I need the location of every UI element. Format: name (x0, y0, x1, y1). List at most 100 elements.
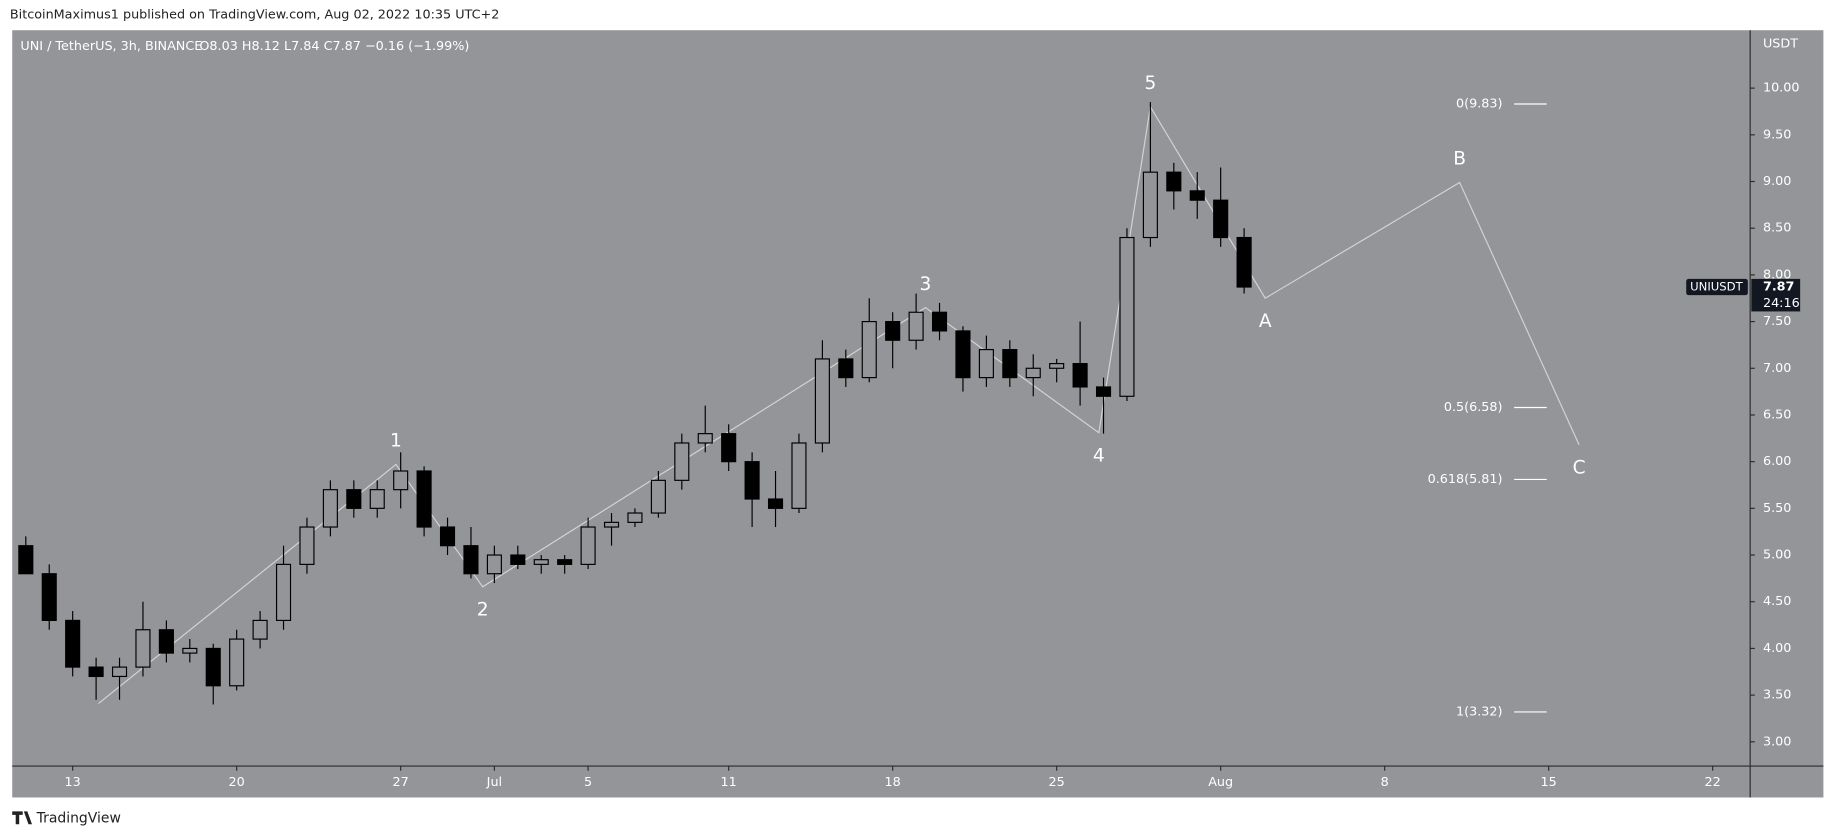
fib-label: 0(9.83) (1456, 96, 1503, 111)
candle-body (135, 629, 151, 668)
candle-body (955, 330, 971, 379)
candle-body (510, 554, 526, 565)
x-tick-label: 27 (393, 775, 409, 790)
candle-body (1213, 199, 1229, 239)
candle-body (627, 512, 643, 523)
candle-body (205, 647, 221, 687)
candle-body (229, 638, 245, 687)
candle-body (978, 349, 994, 379)
candle-body (252, 619, 268, 640)
x-tick-label: 5 (584, 775, 592, 790)
y-tick-label: 5.50 (1763, 501, 1791, 516)
brand: TradingView (36, 810, 121, 826)
wave-label: 2 (477, 600, 489, 621)
candle-body (393, 470, 409, 491)
candle-body (908, 311, 924, 341)
x-tick-label: 22 (1705, 775, 1721, 790)
fib-label: 0.618(5.81) (1428, 472, 1503, 487)
candle-body (275, 563, 292, 621)
x-tick-label: 13 (65, 775, 81, 790)
y-tick-label: 8.00 (1763, 267, 1791, 282)
candle-body (1142, 171, 1158, 239)
symbol-line: UNI / TetherUS, 3h, BINANCE (20, 39, 202, 54)
x-tick-label: 8 (1381, 775, 1389, 790)
published-note: BitcoinMaximus1 published on TradingView… (10, 8, 499, 23)
candle-body (557, 559, 573, 565)
candle-body (182, 647, 198, 654)
price-tag-countdown: 24:16 (1763, 296, 1800, 311)
y-tick-label: 3.00 (1763, 734, 1791, 749)
y-axis-label: USDT (1763, 37, 1798, 52)
candle-body (1025, 367, 1041, 379)
wave-label: 4 (1093, 445, 1105, 466)
candle-body (580, 526, 596, 565)
candle-body (674, 442, 690, 481)
price-tag-value: 7.87 (1763, 280, 1795, 295)
candle-body (744, 461, 760, 500)
candle-body (369, 489, 385, 509)
candle-body (1119, 236, 1135, 397)
fib-label: 0.5(6.58) (1444, 400, 1503, 415)
symbol-tag-label: UNIUSDT (1690, 280, 1743, 294)
candle-body (814, 358, 830, 444)
candle-body (65, 619, 81, 668)
wave-label: C (1573, 458, 1586, 479)
wave-label: B (1453, 149, 1466, 170)
y-tick-label: 5.00 (1763, 548, 1791, 563)
wave-label: 3 (920, 274, 932, 295)
chart-background (12, 30, 1824, 798)
candle-body (41, 573, 57, 621)
candle-body (603, 521, 620, 528)
candle-body (346, 489, 362, 509)
candle-body (1002, 349, 1018, 379)
y-tick-label: 9.50 (1763, 127, 1791, 142)
candle-body (767, 498, 784, 509)
x-tick-label: 11 (721, 775, 737, 790)
candle-body (885, 321, 901, 341)
candle-body (1072, 363, 1088, 388)
candle-body (721, 433, 737, 463)
candle-body (158, 629, 174, 654)
candle-body (791, 442, 807, 509)
y-tick-label: 3.50 (1763, 688, 1791, 703)
y-tick-label: 8.50 (1763, 221, 1791, 236)
x-tick-label: 18 (885, 775, 901, 790)
candle-body (416, 470, 432, 528)
wave-label: A (1259, 311, 1272, 332)
price-tag (1751, 278, 1801, 312)
y-tick-label: 4.50 (1763, 594, 1791, 609)
candle-body (18, 545, 34, 575)
x-tick-label: 25 (1049, 775, 1065, 790)
x-tick-label: 15 (1541, 775, 1557, 790)
candle-body (1189, 190, 1205, 201)
candle-body (1095, 386, 1112, 397)
candle-body (299, 526, 315, 565)
candle-body (861, 321, 877, 379)
candle-body (931, 311, 948, 332)
candle-body (838, 358, 854, 379)
y-tick-label: 10.00 (1763, 81, 1800, 96)
candle-body (322, 489, 338, 528)
brand-logo (12, 811, 32, 825)
wave-label: 5 (1144, 73, 1156, 94)
candle-body (533, 559, 549, 565)
y-tick-label: 4.00 (1763, 641, 1791, 656)
y-tick-label: 6.00 (1763, 454, 1791, 469)
candle-body (1166, 171, 1182, 192)
candle-body (111, 666, 128, 678)
candle-body (88, 666, 104, 678)
y-tick-label: 7.00 (1763, 361, 1791, 376)
y-tick-label: 6.50 (1763, 407, 1791, 422)
candle-body (463, 545, 479, 575)
candle-body (486, 554, 502, 575)
x-tick-label: Jul (486, 775, 502, 790)
fib-label: 1(3.32) (1456, 704, 1503, 719)
candle-body (650, 479, 666, 514)
candle-body (697, 433, 713, 444)
wave-label: 1 (390, 431, 402, 452)
candle-body (1049, 363, 1065, 369)
ohlc-line: O8.03 H8.12 L7.84 C7.87 −0.16 (−1.99%) (199, 39, 469, 54)
candle-body (1236, 236, 1252, 288)
